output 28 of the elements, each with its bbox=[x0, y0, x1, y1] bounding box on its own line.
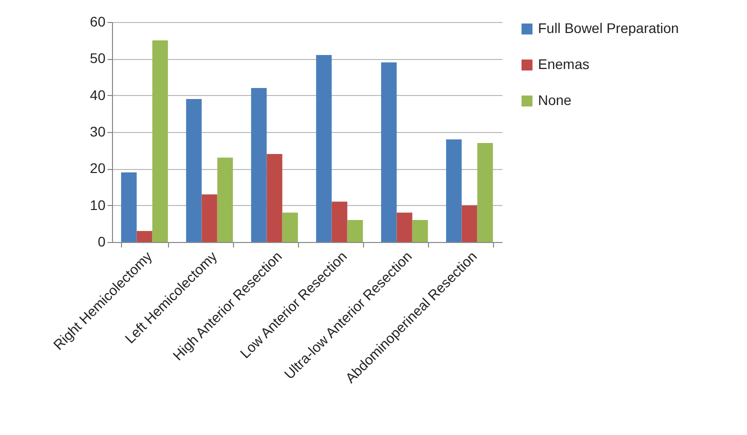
bar bbox=[217, 158, 233, 242]
y-tick-label: 50 bbox=[90, 50, 106, 66]
legend-label: Enemas bbox=[538, 56, 590, 72]
bar bbox=[136, 231, 152, 242]
bar bbox=[412, 220, 428, 242]
legend-label: None bbox=[538, 92, 572, 108]
bar bbox=[202, 194, 218, 242]
bar bbox=[462, 205, 478, 242]
bar bbox=[251, 88, 267, 242]
bar bbox=[396, 212, 412, 242]
bar bbox=[347, 220, 363, 242]
bar bbox=[477, 143, 493, 242]
bar bbox=[282, 212, 298, 242]
y-tick-label: 10 bbox=[90, 196, 106, 213]
bar bbox=[381, 62, 397, 242]
bar bbox=[316, 55, 332, 242]
y-tick-label: 60 bbox=[90, 14, 106, 30]
y-tick-label: 30 bbox=[90, 124, 106, 140]
y-tick-label: 0 bbox=[98, 234, 106, 250]
legend-label: Full Bowel Preparation bbox=[538, 20, 679, 36]
bar bbox=[266, 154, 282, 242]
y-tick-label: 40 bbox=[90, 86, 106, 103]
bar bbox=[152, 40, 168, 242]
bar bbox=[446, 139, 462, 242]
bar bbox=[121, 172, 137, 242]
y-tick-label: 20 bbox=[90, 160, 106, 176]
bar bbox=[186, 99, 202, 242]
bar bbox=[332, 202, 348, 242]
